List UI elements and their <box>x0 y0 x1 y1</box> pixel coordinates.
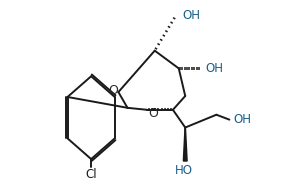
Polygon shape <box>183 128 187 161</box>
Text: Cl: Cl <box>86 168 97 181</box>
Text: O: O <box>108 84 118 97</box>
Text: OH: OH <box>205 62 223 75</box>
Text: HO: HO <box>175 164 193 177</box>
Text: O: O <box>148 107 158 121</box>
Text: OH: OH <box>233 113 251 126</box>
Text: OH: OH <box>182 9 200 22</box>
